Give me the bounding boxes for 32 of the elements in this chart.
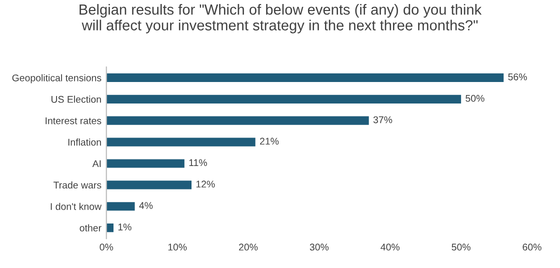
chart-title: Belgian results for "Which of below events (if any) do you think will affect your investment strategy in the next three months?" (80, 4, 482, 34)
y-tick-label: Inflation (68, 138, 101, 146)
data-label: 37% (373, 116, 392, 124)
y-tick-label: Trade wars (54, 181, 102, 189)
data-label: 56% (508, 73, 527, 80)
y-tick-label: Geopolitical tensions (12, 74, 102, 84)
bar (106, 159, 184, 168)
y-tick-label: I don't know (50, 202, 102, 210)
x-tick-label: 0% (100, 244, 114, 251)
x-tick-label: 10% (168, 244, 187, 251)
bar (106, 202, 135, 211)
bar (106, 116, 369, 125)
data-label: 50% (466, 94, 484, 102)
x-tick-label: 60% (522, 244, 542, 251)
bar (106, 73, 504, 82)
data-label: 12% (196, 180, 215, 188)
bar (106, 138, 256, 146)
bar (106, 94, 462, 104)
bar (106, 180, 192, 190)
y-tick-label: Interest rates (46, 117, 102, 124)
data-label: 11% (189, 159, 207, 166)
y-tick-label: other (80, 224, 102, 232)
data-label: 21% (260, 138, 279, 145)
data-label: 4% (139, 202, 153, 209)
x-tick-label: 40% (380, 244, 400, 251)
x-tick-label: 20% (239, 244, 258, 251)
y-tick-label: AI (92, 160, 101, 168)
y-tick-label: US Election (51, 96, 101, 103)
data-label: 1% (118, 224, 132, 230)
x-tick-label: 30% (310, 244, 329, 251)
bar (106, 224, 114, 232)
x-tick-label: 50% (452, 244, 470, 251)
